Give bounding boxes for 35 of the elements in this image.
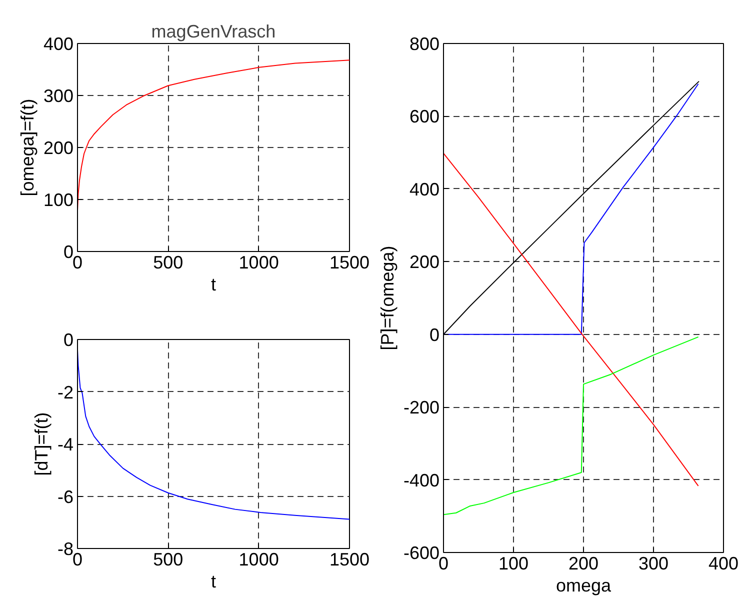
y-tick-label: -4 bbox=[57, 434, 74, 454]
y-tick-label: -400 bbox=[403, 470, 440, 490]
x-tick-label: 100 bbox=[498, 554, 529, 574]
x-axis-title: t bbox=[211, 572, 216, 592]
y-tick-label: -200 bbox=[403, 398, 440, 418]
x-tick-label: 1000 bbox=[238, 252, 279, 272]
x-tick-label: 300 bbox=[638, 554, 669, 574]
x-tick-label: 500 bbox=[153, 550, 184, 570]
y-axis-title: [dT]=f(t) bbox=[31, 412, 52, 476]
y-tick-label: -8 bbox=[57, 539, 74, 559]
y-axis-title: [omega]=f(t) bbox=[17, 98, 38, 196]
y-tick-label: 200 bbox=[43, 138, 74, 158]
x-tick-label: 400 bbox=[708, 554, 739, 574]
y-tick-label: -600 bbox=[403, 543, 440, 563]
x-axis-title: omega bbox=[556, 576, 612, 596]
x-tick-label: 1000 bbox=[238, 550, 279, 570]
y-tick-label: 600 bbox=[409, 106, 440, 127]
x-tick-label: 200 bbox=[568, 554, 599, 574]
y-tick-label: 400 bbox=[43, 34, 74, 54]
y-tick-label: 300 bbox=[43, 86, 74, 106]
y-tick-label: 400 bbox=[409, 179, 440, 200]
y-tick-label: 100 bbox=[43, 190, 74, 210]
x-tick-label: 1500 bbox=[329, 252, 370, 272]
x-tick-label: 1500 bbox=[329, 550, 370, 570]
y-tick-label: 0 bbox=[63, 330, 74, 350]
line-series bbox=[444, 336, 699, 516]
x-axis-title: t bbox=[211, 274, 216, 294]
y-tick-label: -6 bbox=[57, 486, 74, 507]
x-tick-label: 500 bbox=[153, 252, 184, 272]
y-tick-label: 800 bbox=[409, 34, 440, 54]
y-tick-label: 0 bbox=[429, 324, 440, 345]
y-tick-label: -2 bbox=[57, 382, 74, 402]
y-axis-title: [P]=f(omega) bbox=[377, 246, 398, 350]
chart-title: magGenVrasch bbox=[151, 22, 276, 42]
line-series bbox=[444, 152, 699, 486]
